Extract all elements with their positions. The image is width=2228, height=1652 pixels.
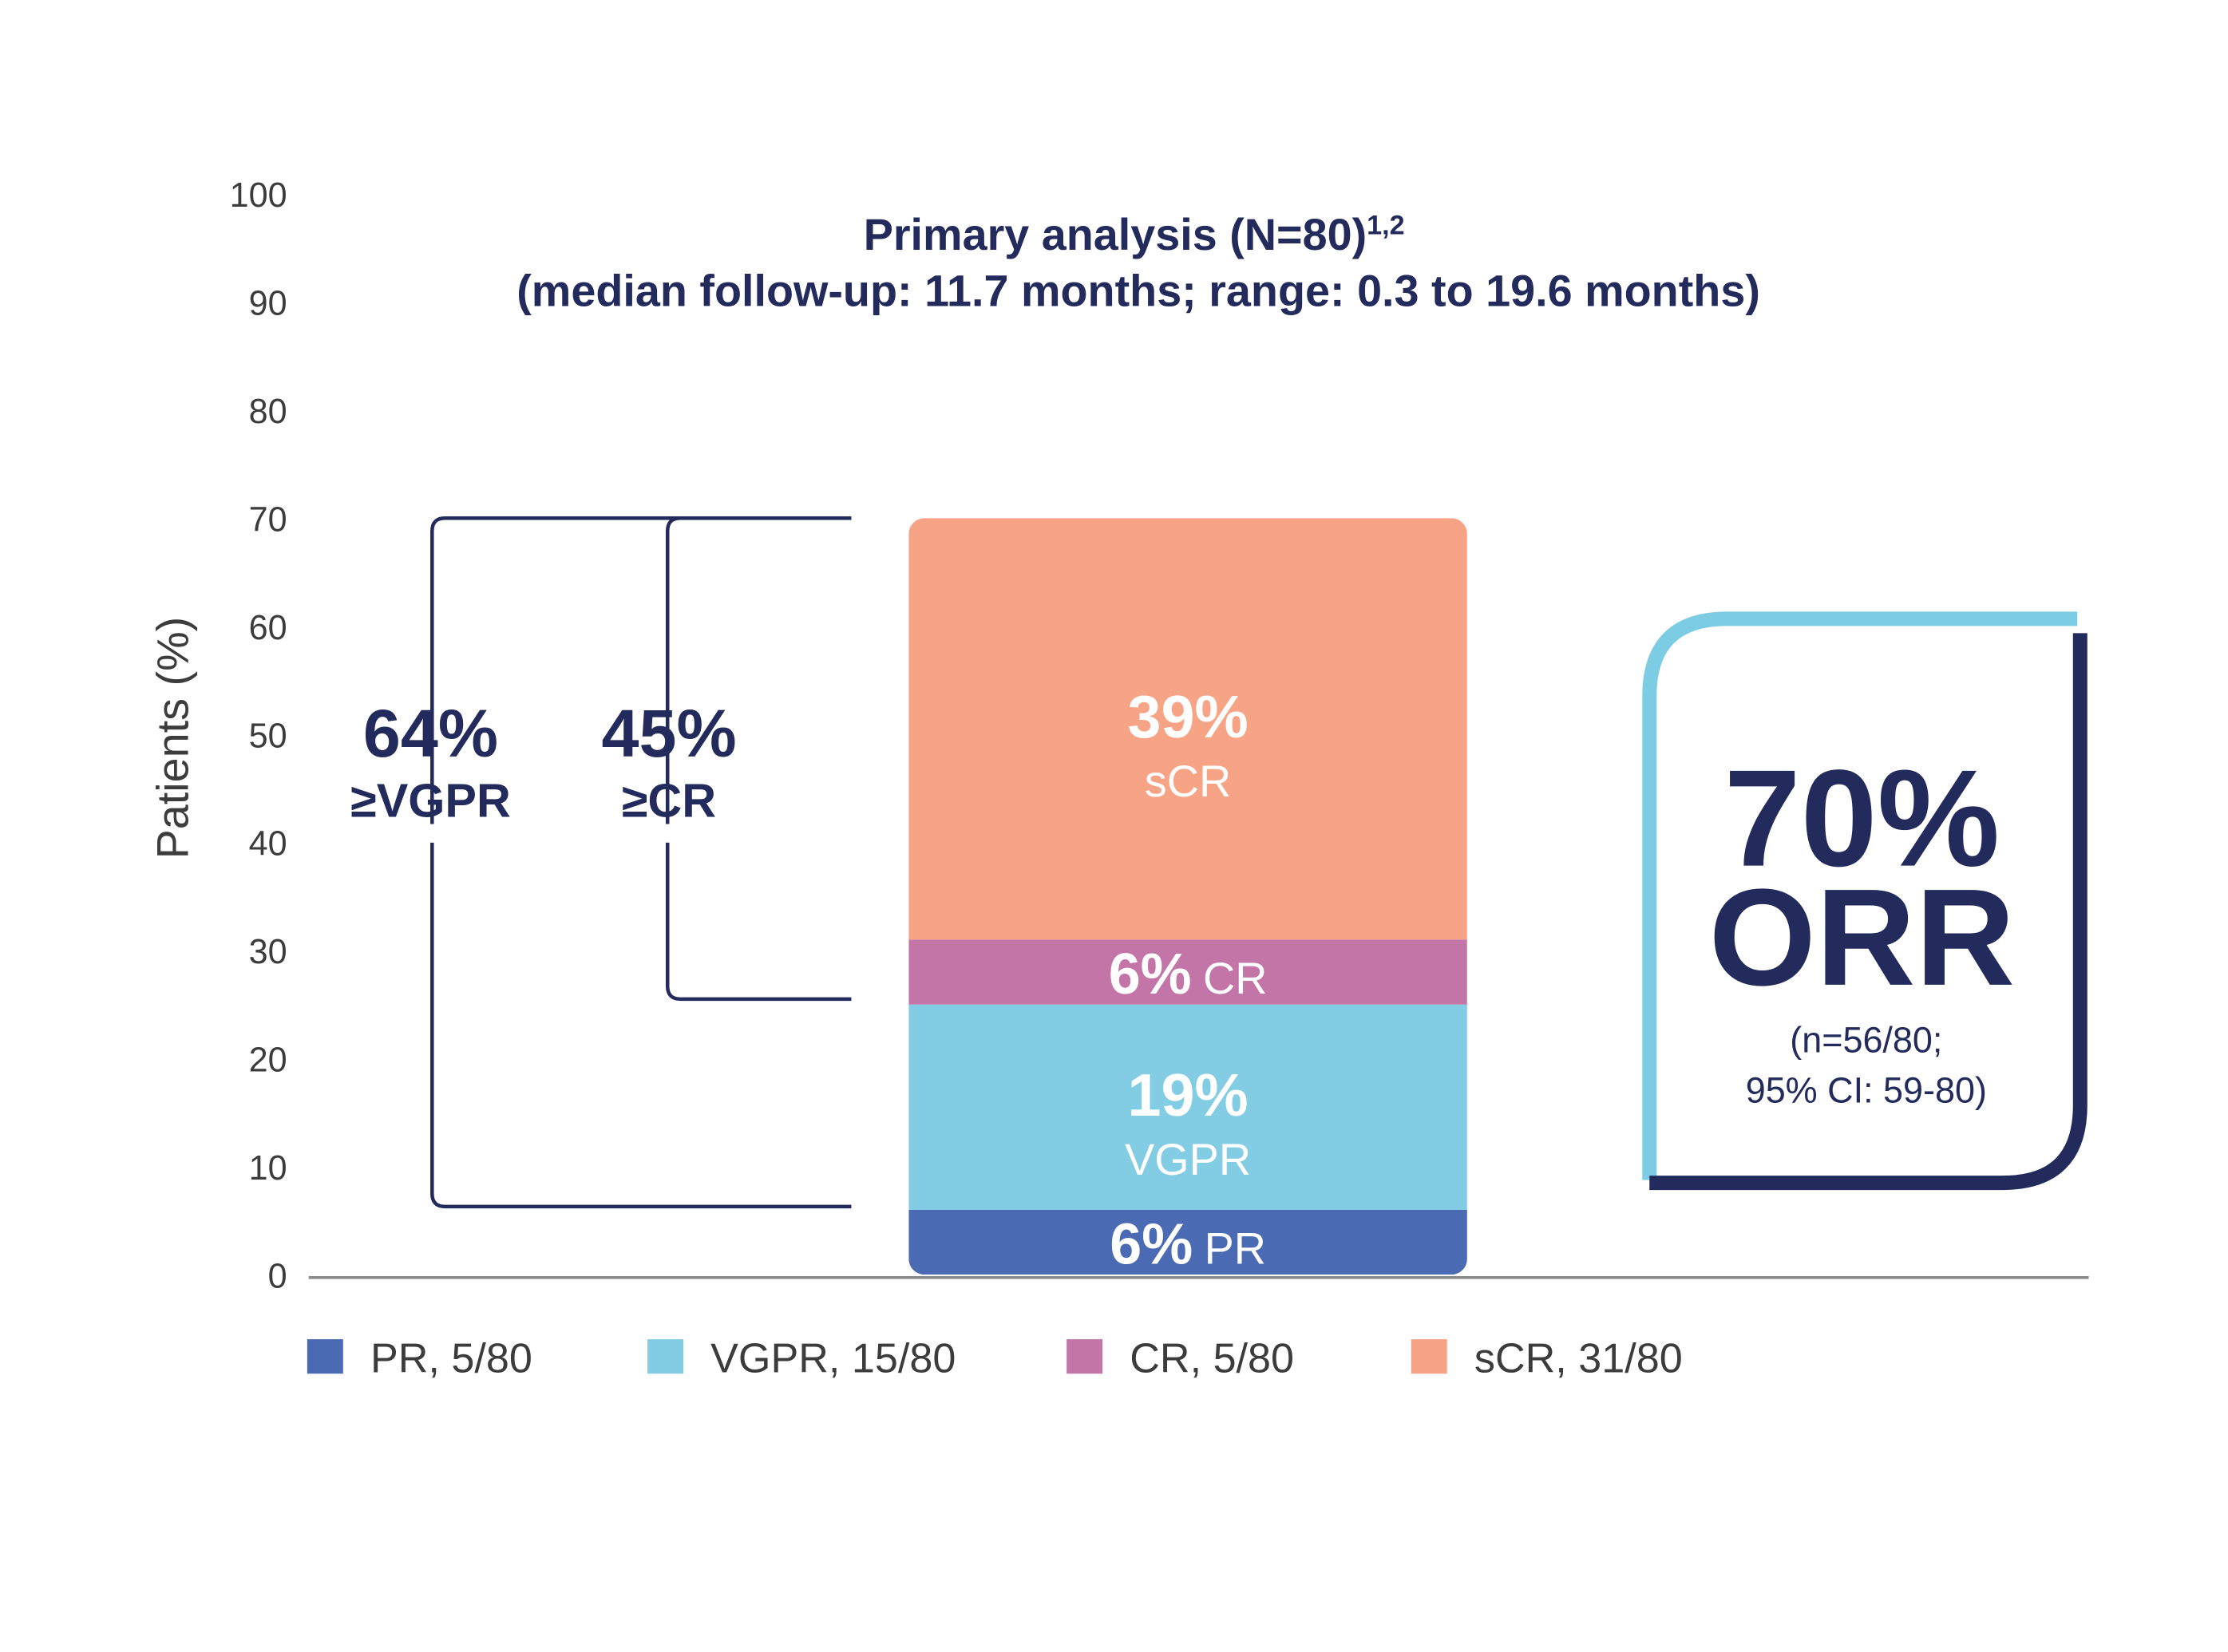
bracket-label-2: ≥CR bbox=[622, 774, 716, 828]
y-tick-label: 20 bbox=[249, 1041, 287, 1080]
y-tick-label: 60 bbox=[249, 609, 287, 647]
bracket-label-1: ≥VGPR bbox=[350, 774, 511, 828]
legend-swatch-cr bbox=[1067, 1339, 1103, 1374]
bar-label-percent-vgpr: 19% bbox=[1128, 1062, 1249, 1129]
legend-swatch-vgpr bbox=[647, 1339, 684, 1374]
chart-title-line2: (median follow-up: 11.7 months; range: 0… bbox=[516, 266, 1760, 315]
y-tick-label: 90 bbox=[249, 285, 287, 323]
bar-label-category: PR bbox=[1205, 1224, 1266, 1274]
orr-callout-border-light bbox=[1642, 611, 2078, 1180]
bar-stack bbox=[908, 518, 1467, 1275]
bracket-percent-2: 45% bbox=[601, 695, 736, 771]
bar-label-category-scr: sCR bbox=[1145, 757, 1231, 806]
legend-label-pr: PR, 5/80 bbox=[370, 1335, 532, 1381]
bar-segment-pr bbox=[908, 1209, 1467, 1275]
orr-callout-n: (n=56/80; bbox=[1790, 1019, 1942, 1060]
bar-segment-scr bbox=[908, 518, 1467, 940]
legend-swatch-pr bbox=[307, 1339, 343, 1374]
bar-label-category-vgpr: VGPR bbox=[1125, 1135, 1251, 1184]
y-tick-label: 100 bbox=[230, 176, 287, 215]
y-tick-label: 80 bbox=[249, 393, 287, 431]
bar-label-category: CR bbox=[1203, 954, 1268, 1003]
y-tick-label: 70 bbox=[249, 500, 287, 539]
orr-callout-box: 70% ORR (n=56/80; 95% CI: 59-80) bbox=[1642, 611, 2088, 1191]
bar-label-percent-scr: 39% bbox=[1128, 684, 1249, 751]
orr-callout-percent: 70% bbox=[1724, 741, 2000, 895]
orr-callout-label: ORR bbox=[1709, 860, 2016, 1014]
bar-label-percent: 6% bbox=[1109, 943, 1192, 1006]
y-tick-label: 40 bbox=[249, 825, 287, 864]
y-tick-label: 10 bbox=[249, 1149, 287, 1188]
bar-label-cr: 6% CR bbox=[1109, 943, 1268, 1006]
legend-label-vgpr: VGPR, 15/80 bbox=[710, 1335, 956, 1381]
y-axis-label: Patients (%) bbox=[148, 617, 198, 860]
bar-segment-vgpr bbox=[908, 1004, 1467, 1210]
bar-label-pr: 6% PR bbox=[1110, 1213, 1266, 1277]
y-tick-label: 0 bbox=[268, 1257, 287, 1295]
legend-swatch-scr bbox=[1411, 1339, 1447, 1374]
legend-label-scr: sCR, 31/80 bbox=[1474, 1335, 1683, 1381]
legend-label-cr: CR, 5/80 bbox=[1130, 1335, 1294, 1381]
orr-callout-ci: 95% CI: 59-80) bbox=[1746, 1069, 1987, 1110]
orr-callout-border-dark bbox=[1649, 633, 2088, 1191]
bracket-line-2 bbox=[665, 516, 852, 1002]
bar-label-percent: 6% bbox=[1110, 1213, 1193, 1277]
bracket-percent-1: 64% bbox=[363, 695, 498, 771]
y-tick-label: 50 bbox=[249, 717, 287, 755]
y-tick-label: 30 bbox=[249, 933, 287, 971]
bracket-line-1 bbox=[430, 516, 852, 1209]
chart-title-superscript: 1,2 bbox=[1367, 210, 1404, 240]
chart-title-line1: Primary analysis (N=80)1,2 bbox=[864, 210, 1405, 259]
bar-segment-cr bbox=[908, 939, 1467, 1005]
